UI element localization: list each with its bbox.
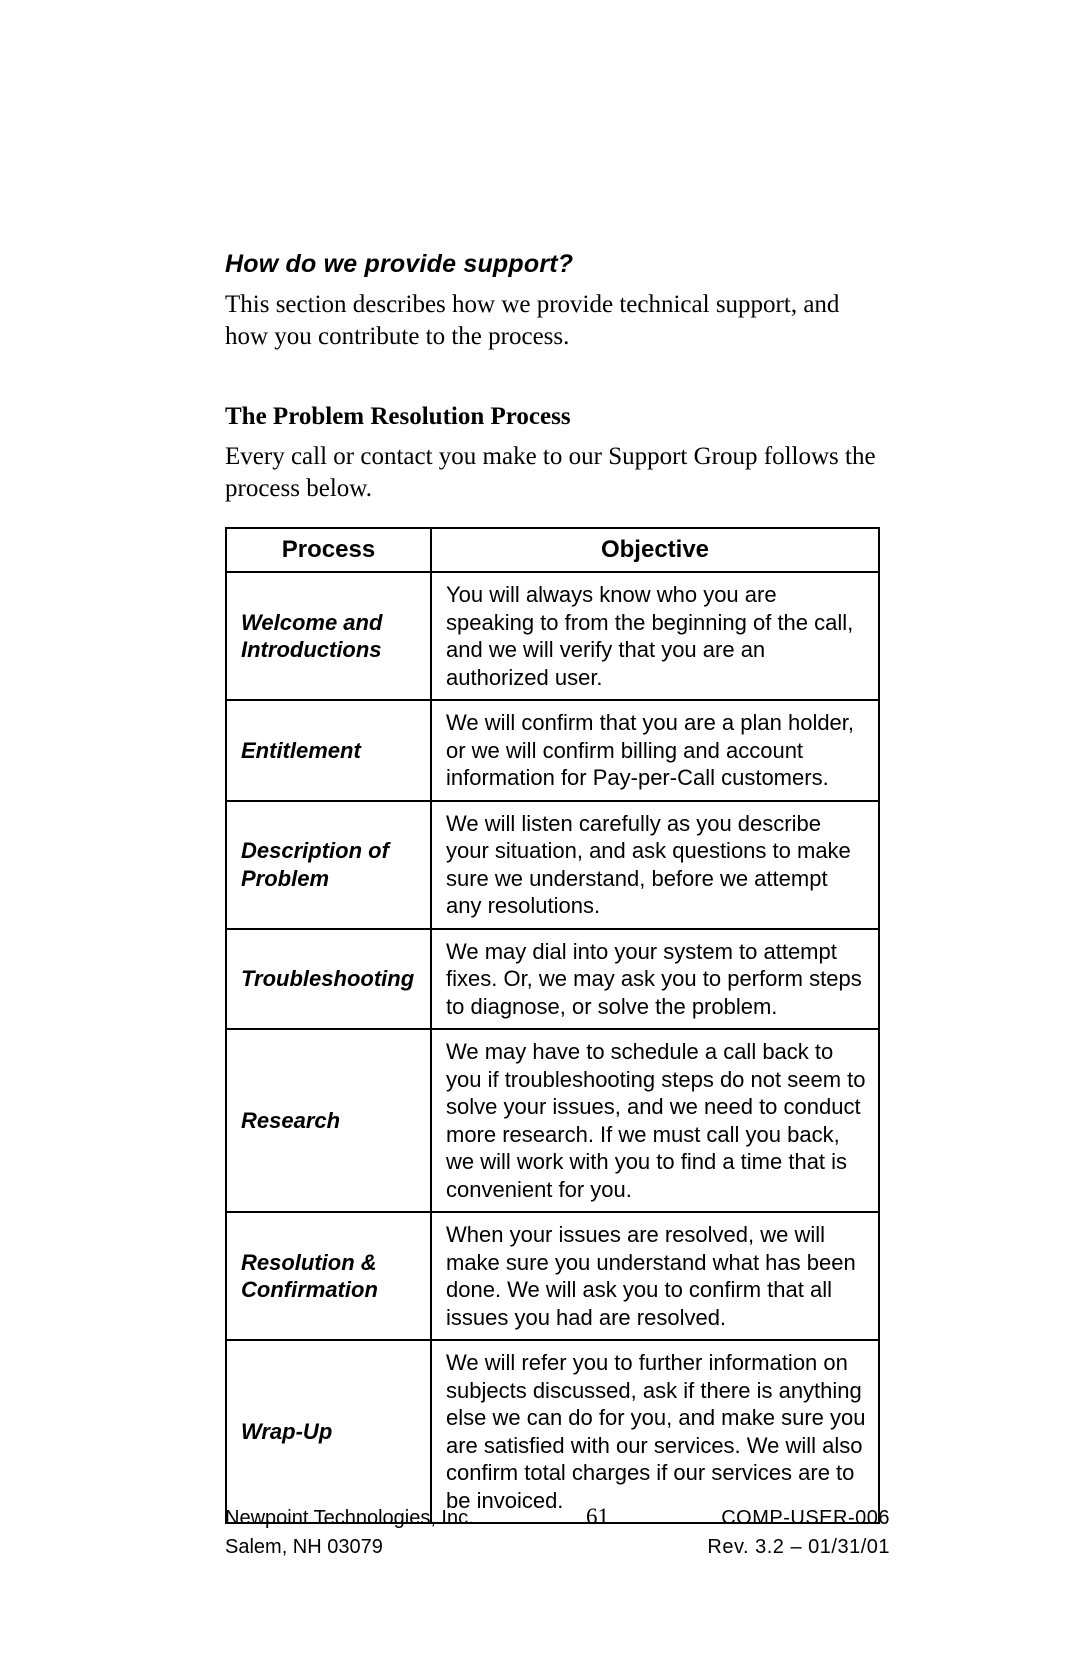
- process-cell: Wrap-Up: [226, 1340, 431, 1523]
- process-cell: Entitlement: [226, 700, 431, 801]
- objective-cell: You will always know who you are speakin…: [431, 572, 879, 700]
- table-row: Wrap-Up We will refer you to further inf…: [226, 1340, 879, 1523]
- table-header-process: Process: [226, 528, 431, 572]
- footer-company: Newpoint Technologies, Inc.: [225, 1507, 474, 1530]
- footer-page-number: 61: [586, 1504, 609, 1530]
- table-header-objective: Objective: [431, 528, 879, 572]
- process-cell: Welcome and Introductions: [226, 572, 431, 700]
- subsection-heading: The Problem Resolution Process: [225, 403, 880, 431]
- process-cell: Description of Problem: [226, 801, 431, 929]
- process-table: Process Objective Welcome and Introducti…: [225, 527, 880, 1524]
- table-row: Welcome and Introductions You will alway…: [226, 572, 879, 700]
- subsection-intro: Every call or contact you make to our Su…: [225, 441, 880, 505]
- footer-doc-id: COMP-USER-006: [721, 1507, 890, 1530]
- table-row: Research We may have to schedule a call …: [226, 1029, 879, 1212]
- objective-cell: When your issues are resolved, we will m…: [431, 1212, 879, 1340]
- footer-address: Salem, NH 03079: [225, 1536, 383, 1559]
- objective-cell: We will refer you to further information…: [431, 1340, 879, 1523]
- page-footer: Newpoint Technologies, Inc. 61 COMP-USER…: [225, 1504, 890, 1559]
- table-row: Resolution & Confirmation When your issu…: [226, 1212, 879, 1340]
- process-cell: Resolution & Confirmation: [226, 1212, 431, 1340]
- document-page: How do we provide support? This section …: [0, 0, 1080, 1669]
- section-heading: How do we provide support?: [225, 250, 880, 279]
- objective-cell: We may have to schedule a call back to y…: [431, 1029, 879, 1212]
- objective-cell: We will listen carefully as you describe…: [431, 801, 879, 929]
- section-intro: This section describes how we provide te…: [225, 289, 880, 353]
- table-row: Troubleshooting We may dial into your sy…: [226, 929, 879, 1030]
- table-row: Description of Problem We will listen ca…: [226, 801, 879, 929]
- objective-cell: We may dial into your system to attempt …: [431, 929, 879, 1030]
- objective-cell: We will confirm that you are a plan hold…: [431, 700, 879, 801]
- process-cell: Research: [226, 1029, 431, 1212]
- table-row: Entitlement We will confirm that you are…: [226, 700, 879, 801]
- table-header-row: Process Objective: [226, 528, 879, 572]
- process-cell: Troubleshooting: [226, 929, 431, 1030]
- footer-revision: Rev. 3.2 – 01/31/01: [707, 1536, 890, 1559]
